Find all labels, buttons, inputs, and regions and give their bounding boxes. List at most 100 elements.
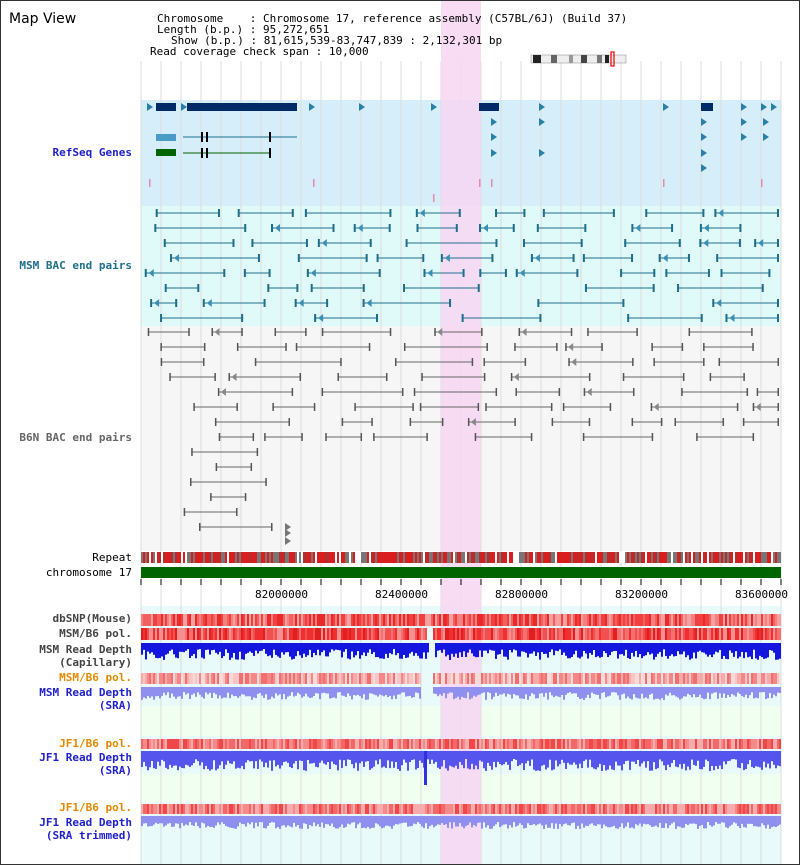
heat-cell — [299, 739, 301, 749]
heat-cell — [657, 739, 659, 749]
heat-cell — [437, 739, 439, 749]
repeat-segment — [721, 552, 723, 563]
heat-cell — [525, 628, 527, 640]
heat-cell — [597, 804, 599, 814]
b6n-bac-label[interactable]: B6N BAC end pairs — [19, 431, 132, 444]
bac-end — [709, 373, 712, 381]
heat-cell — [153, 804, 155, 814]
depth-bar — [745, 643, 747, 653]
depth-bar — [245, 816, 247, 827]
dbsnp-label[interactable]: dbSNP(Mouse) — [52, 612, 132, 625]
refseq-genes-label[interactable]: RefSeq Genes — [52, 146, 132, 159]
heat-cell — [533, 739, 535, 749]
heat-cell — [197, 804, 199, 814]
depth-bar — [495, 816, 497, 825]
depth-bar — [427, 816, 429, 829]
heat-cell — [451, 673, 453, 684]
heat-cell — [361, 614, 363, 626]
depth-bar — [663, 751, 665, 766]
depth-bar — [251, 751, 253, 762]
depth-bar — [161, 751, 163, 760]
heat-cell — [749, 628, 751, 640]
depth-bar — [745, 687, 747, 695]
repeat-segment — [241, 552, 243, 563]
heat-cell — [431, 804, 433, 814]
heat-cell — [441, 739, 443, 749]
msm-bac-label[interactable]: MSM BAC end pairs — [19, 259, 132, 272]
selection-highlight — [441, 1, 481, 864]
heat-cell — [501, 673, 503, 684]
depth-bar — [759, 643, 761, 656]
heat-cell — [435, 673, 437, 684]
heat-cell — [393, 628, 395, 640]
heat-cell — [527, 614, 529, 626]
depth-bar — [257, 751, 259, 769]
heat-cell — [711, 628, 713, 640]
heat-cell — [719, 804, 721, 814]
heat-cell — [645, 628, 647, 640]
jf1-read-depth-label-1[interactable]: JF1 Read Depth — [39, 751, 132, 764]
jf1-read-depth-trim-label-1[interactable]: JF1 Read Depth — [39, 816, 132, 829]
bac-end — [385, 373, 388, 381]
depth-bar — [461, 816, 463, 827]
gene-tick — [433, 194, 435, 202]
heat-cell — [371, 628, 373, 640]
heat-cell — [739, 804, 741, 814]
depth-bar — [375, 643, 377, 658]
heat-cell — [345, 628, 347, 640]
heat-cell — [213, 673, 215, 684]
heat-cell — [327, 628, 329, 640]
heat-cell — [359, 804, 361, 814]
heat-cell — [223, 614, 225, 626]
heat-cell — [749, 673, 751, 684]
depth-bar — [479, 816, 481, 823]
heat-cell — [589, 673, 591, 684]
heat-cell — [291, 673, 293, 684]
depth-bar — [155, 751, 157, 769]
depth-bar — [343, 643, 345, 652]
heat-cell — [731, 804, 733, 814]
heat-cell — [195, 804, 197, 814]
bac-end — [725, 314, 728, 322]
depth-bar — [529, 751, 531, 766]
msm-b6-pol-label[interactable]: MSM/B6 pol. — [59, 627, 132, 640]
depth-bar — [491, 643, 493, 651]
heat-cell — [605, 628, 607, 640]
length-value: 95,272,651 — [262, 23, 330, 36]
heat-cell — [653, 614, 655, 626]
depth-bar — [489, 751, 491, 766]
heat-cell — [501, 804, 503, 814]
heat-cell — [397, 804, 399, 814]
jf1-b6-pol-label[interactable]: JF1/B6 pol. — [59, 737, 132, 750]
heat-cell — [289, 739, 291, 749]
heat-cell — [729, 614, 731, 626]
heat-cell — [547, 804, 549, 814]
depth-bar — [151, 643, 153, 653]
depth-bar — [165, 687, 167, 696]
depth-bar — [703, 643, 705, 653]
msm-read-depth-capillary-label-1[interactable]: MSM Read Depth — [39, 643, 132, 656]
heat-cell — [527, 673, 529, 684]
heat-cell — [635, 614, 637, 626]
depth-bar — [553, 643, 555, 656]
heat-cell — [317, 739, 319, 749]
bac-end — [169, 373, 171, 381]
heat-cell — [337, 628, 339, 640]
heat-cell — [189, 739, 191, 749]
repeat-segment — [507, 552, 509, 563]
msm-b6-pol-sra-label[interactable]: MSM/B6 pol. — [59, 671, 132, 684]
depth-bar — [509, 643, 511, 650]
repeat-segment — [277, 552, 279, 563]
heat-cell — [539, 628, 541, 640]
heat-cell — [157, 804, 159, 814]
jf1-b6-pol-trim-label[interactable]: JF1/B6 pol. — [59, 801, 132, 814]
bac-arrow — [148, 269, 154, 277]
repeat-segment — [161, 552, 163, 563]
depth-bar — [633, 643, 635, 657]
heat-cell — [351, 739, 353, 749]
depth-bar — [757, 751, 759, 767]
msm-read-depth-sra-label-1[interactable]: MSM Read Depth — [39, 686, 132, 699]
depth-bar — [609, 751, 611, 766]
